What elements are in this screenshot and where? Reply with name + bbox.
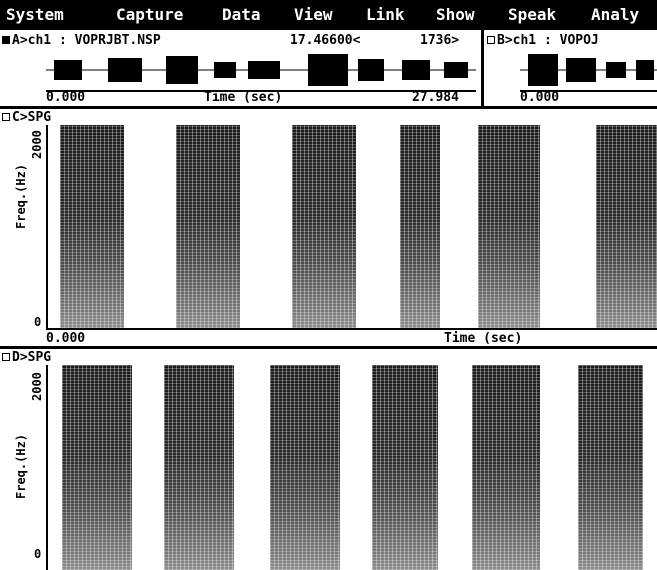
menu-data[interactable]: Data — [222, 5, 261, 24]
pane-c-y-bottom: 0 — [34, 315, 42, 329]
spectrogram-plot[interactable] — [46, 125, 657, 330]
pane-c-x-start: 0.000 — [46, 331, 86, 346]
pane-a-x-end: 27.984 — [412, 90, 459, 105]
menu-show[interactable]: Show — [436, 5, 475, 24]
pane-d-y-top: 2000 — [30, 372, 44, 401]
pane-c-spectrogram[interactable]: C>SPG Freq.(Hz) 2000 0 0.000 Time (sec) — [0, 106, 657, 346]
pane-a-x-label: Time (sec) — [204, 90, 283, 105]
pane-a-header: A>ch1 : VOPRJBT.NSP — [12, 33, 161, 48]
pane-a-waveform[interactable]: A>ch1 : VOPRJBT.NSP 17.46600< 1736> 0.00… — [0, 30, 484, 106]
menu-view[interactable]: View — [294, 5, 333, 24]
pane-a-x-start: 0.000 — [46, 90, 86, 105]
pane-d-y-label: Freq.(Hz) — [14, 433, 28, 499]
pane-d-header: D>SPG — [12, 350, 52, 365]
pane-c-y-label: Freq.(Hz) — [14, 163, 28, 229]
menu-bar: System Capture Data View Link Show Speak… — [0, 0, 657, 30]
empty-square-icon[interactable] — [487, 36, 495, 44]
filled-square-icon[interactable] — [2, 36, 10, 44]
menu-link[interactable]: Link — [366, 5, 405, 24]
pane-b-header: B>ch1 : VOPOJ — [497, 33, 599, 48]
pane-c-header: C>SPG — [12, 110, 52, 125]
empty-square-icon[interactable] — [2, 113, 10, 121]
pane-d-spectrogram[interactable]: D>SPG Freq.(Hz) 2000 0 — [0, 346, 657, 570]
pane-a-cursor-sample: 1736> — [420, 33, 460, 48]
empty-square-icon[interactable] — [2, 353, 10, 361]
menu-analysis[interactable]: Analy — [591, 5, 640, 24]
pane-c-y-top: 2000 — [30, 130, 44, 159]
waveform-plot[interactable] — [520, 50, 657, 90]
spectrogram-plot[interactable] — [46, 365, 657, 570]
pane-d-y-bottom: 0 — [34, 547, 42, 561]
menu-system[interactable]: System — [6, 5, 64, 24]
waveform-plot[interactable] — [46, 50, 476, 90]
pane-b-x-start: 0.000 — [520, 90, 560, 105]
pane-b-waveform[interactable]: B>ch1 : VOPOJ 0.000 — [484, 30, 657, 106]
menu-capture[interactable]: Capture — [116, 5, 184, 24]
pane-c-x-label: Time (sec) — [444, 331, 523, 346]
menu-speak[interactable]: Speak — [508, 5, 557, 24]
pane-a-cursor-time: 17.46600< — [290, 33, 361, 48]
